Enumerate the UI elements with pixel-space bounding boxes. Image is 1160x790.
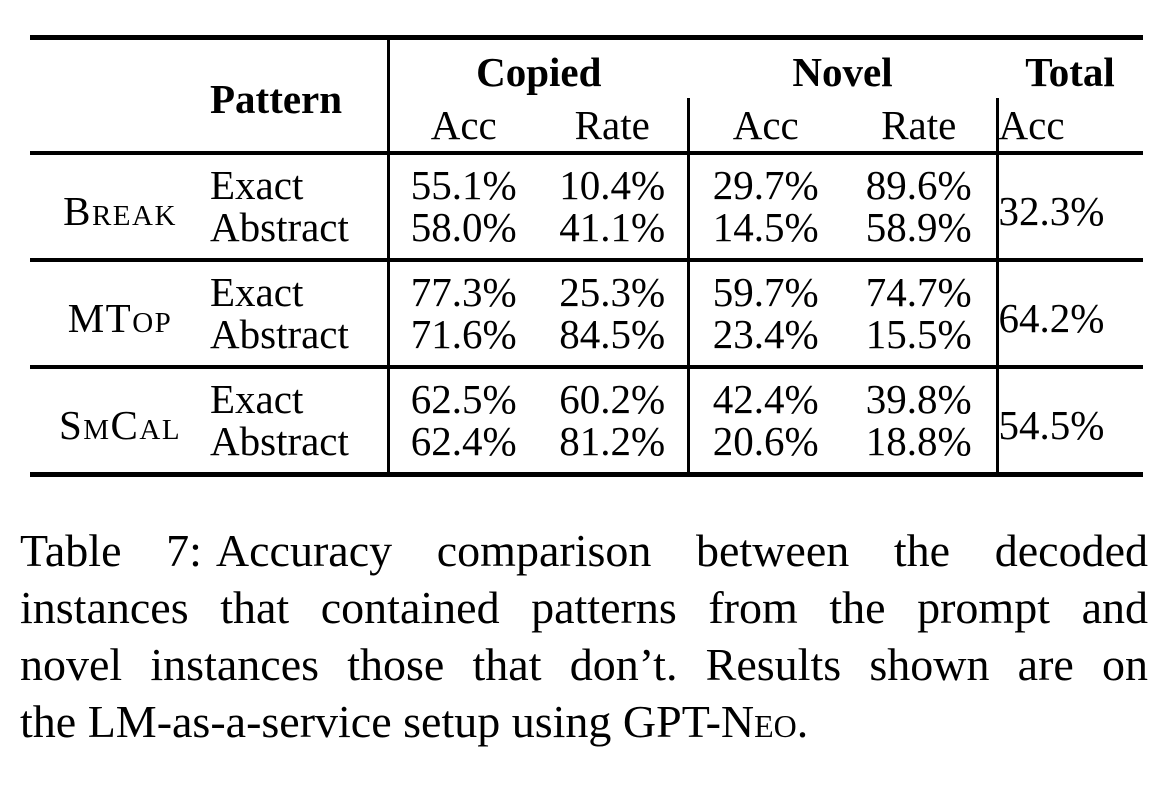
table-header: Pattern Copied Novel Total Acc Rate Acc …	[30, 37, 1144, 154]
column-header-novel-rate: Rate	[881, 101, 957, 148]
caption-text: the LM-as-a-service setup using	[20, 696, 623, 747]
value-cell-copied-rate: 25.3%	[559, 269, 666, 315]
table-row: Abstract 58.0% 41.1% 14.5% 58.9%	[30, 206, 1143, 260]
caption-line-2: instances that contained patterns from t…	[20, 582, 1148, 633]
pattern-cell: Exact	[210, 269, 304, 315]
table-row: SmCal Exact 62.5% 60.2% 42.4% 39.8% 54.5…	[30, 367, 1144, 475]
value-cell-novel-acc: 42.4%	[686, 367, 842, 420]
model-name-gpt-neo: GPT-Neo	[622, 696, 797, 747]
value-cell-copied-rate: 60.2%	[559, 376, 666, 422]
value-cell-novel-acc: 29.7%	[686, 153, 842, 206]
value-cell-copied-rate: 84.5%	[559, 311, 666, 357]
column-header-pattern: Pattern	[210, 75, 343, 122]
caption-line-3: novel instances those that don’t. Result…	[20, 639, 1148, 690]
value-cell-novel-acc: 59.7%	[686, 260, 842, 313]
column-header-copied-rate: Rate	[574, 101, 650, 148]
value-cell-novel-acc: 23.4%	[686, 313, 842, 367]
results-table-container: Pattern Copied Novel Total Acc Rate Acc …	[30, 35, 1144, 477]
column-header-copied-acc: Acc	[386, 98, 538, 153]
table-caption: Table 7: Accuracy comparison between the …	[20, 522, 1148, 750]
value-cell-total-acc: 54.5%	[995, 367, 1144, 475]
caption-label: Table 7:	[20, 525, 202, 576]
caption-text: Accuracy comparison between the decoded	[215, 525, 1148, 576]
caption-line-1: Table 7: Accuracy comparison between the …	[20, 522, 1148, 579]
table-group-smcal: SmCal Exact 62.5% 60.2% 42.4% 39.8% 54.5…	[30, 367, 1144, 475]
column-group-novel: Novel	[792, 49, 893, 95]
value-cell-copied-rate: 10.4%	[559, 162, 666, 208]
value-cell-novel-rate: 18.8%	[865, 418, 972, 464]
table-row: Abstract 71.6% 84.5% 23.4% 15.5%	[30, 313, 1143, 367]
table-group-mtop: MTop Exact 77.3% 25.3% 59.7% 74.7% 64.2%…	[30, 260, 1144, 367]
value-cell-copied-acc: 58.0%	[386, 206, 538, 260]
value-cell-novel-rate: 15.5%	[865, 311, 972, 357]
table-row: MTop Exact 77.3% 25.3% 59.7% 74.7% 64.2%	[30, 260, 1144, 367]
pattern-cell: Exact	[210, 376, 304, 422]
value-cell-copied-acc: 55.1%	[386, 153, 538, 206]
corner-empty-cell	[30, 38, 210, 154]
column-group-copied: Copied	[386, 37, 688, 98]
dataset-label-mtop: MTop	[67, 295, 173, 341]
value-cell-total-acc: 32.3%	[995, 153, 1144, 260]
value-cell-copied-acc: 77.3%	[386, 260, 538, 313]
value-cell-novel-rate: 74.7%	[865, 269, 972, 315]
column-header-novel-acc: Acc	[686, 98, 842, 153]
dataset-label-break: Break	[63, 188, 177, 234]
value-cell-novel-rate: 39.8%	[865, 376, 972, 422]
value-cell-copied-rate: 41.1%	[559, 204, 666, 250]
table-row: Abstract 62.4% 81.2% 20.6% 18.8%	[30, 420, 1143, 475]
pattern-cell: Abstract	[210, 204, 349, 250]
table-group-break: Break Exact 55.1% 10.4% 29.7% 89.6% 32.3…	[30, 153, 1144, 260]
value-cell-total-acc: 64.2%	[995, 260, 1144, 367]
value-cell-copied-acc: 62.4%	[386, 420, 538, 475]
results-table: Pattern Copied Novel Total Acc Rate Acc …	[30, 35, 1144, 477]
caption-line-4: the LM-as-a-service setup using GPT-Neo.	[20, 693, 1148, 750]
pattern-cell: Exact	[210, 162, 304, 208]
column-header-total-acc: Acc	[995, 98, 1144, 153]
column-group-total: Total	[1025, 49, 1115, 95]
table-row: Break Exact 55.1% 10.4% 29.7% 89.6% 32.3…	[30, 153, 1144, 260]
value-cell-novel-rate: 89.6%	[865, 162, 972, 208]
pattern-cell: Abstract	[210, 311, 349, 357]
value-cell-novel-rate: 58.9%	[865, 204, 972, 250]
dataset-label-smcal: SmCal	[58, 402, 182, 448]
value-cell-copied-acc: 62.5%	[386, 367, 538, 420]
pattern-cell: Abstract	[210, 418, 349, 464]
value-cell-copied-acc: 71.6%	[386, 313, 538, 367]
value-cell-novel-acc: 20.6%	[686, 420, 842, 475]
value-cell-copied-rate: 81.2%	[559, 418, 666, 464]
value-cell-novel-acc: 14.5%	[686, 206, 842, 260]
caption-text: .	[796, 696, 809, 747]
